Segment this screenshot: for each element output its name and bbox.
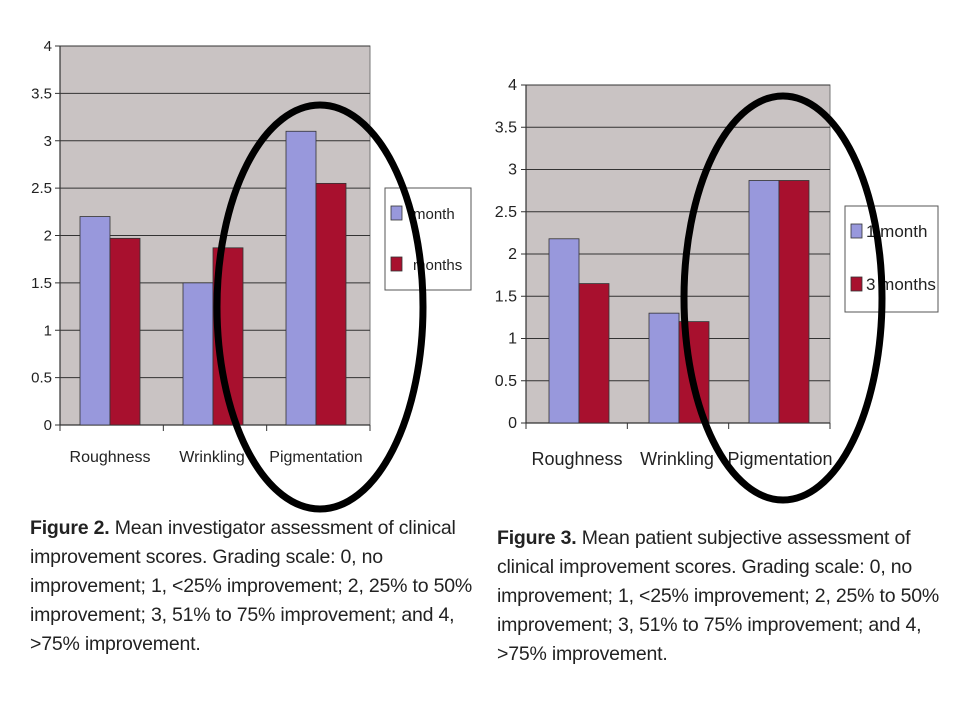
y-tick-label: 3 [508,162,517,179]
figure-3-plot: 0 0.5 1 1.5 2 2.5 3 3.5 4 Roughness Wrinkling Pigme… [495,77,939,504]
figure-3-caption: Figure 3. Mean patient subjective assess… [497,524,943,669]
figure-2-plot: 0 0.5 1 1.5 2 2.5 3 3.5 4 Roughness Wrinkling Pigme… [31,38,472,513]
x-category-label: Pigmentation [269,449,362,466]
legend-swatch [390,205,403,221]
x-category-label: Roughness [70,449,151,466]
y-tick-label: 1 [44,322,52,339]
y-tick-label: 1.5 [495,288,517,305]
legend-box [384,187,472,291]
bar-3-months-roughness [109,237,141,426]
y-tick-label: 3.5 [495,119,517,136]
y-tick-label: 1 [508,331,517,348]
y-tick-label: 0 [508,415,517,432]
figure-3-caption-lead: Figure 3. [497,527,577,549]
x-category-label: Pigmentation [727,449,832,469]
legend-swatch [850,276,863,292]
legend-label: 1 month [866,222,927,241]
bar-1-month-wrinkling [182,282,214,426]
legend-label: 3 months [866,275,936,294]
x-category-label: Wrinkling [640,449,714,469]
y-tick-label: 0 [44,417,52,434]
y-tick-label: 2.5 [31,180,52,197]
y-tick-label: 2 [508,246,517,263]
bar-3-months-pigmentation [778,180,810,424]
bar-3-months-pigmentation [315,182,347,426]
y-tick-label: 4 [44,38,52,55]
figure-2-caption-lead: Figure 2. [30,517,110,539]
y-tick-label: 0.5 [31,370,52,387]
bar-1-month-pigmentation [285,130,317,426]
y-tick-label: 0.5 [495,373,517,390]
x-category-label: Roughness [531,449,622,469]
legend-swatch [390,256,403,272]
y-tick-label: 3 [44,133,52,150]
legend-swatch [850,223,863,239]
bar-1-month-wrinkling [648,312,680,424]
highlight-ellipse [680,92,886,504]
bar-1-month-roughness [79,216,111,426]
y-tick-label: 2.5 [495,204,517,221]
y-tick-label: 4 [508,77,517,94]
bar-1-month-pigmentation [748,180,780,424]
figure-2-caption-text: Mean investigator assessment of clinical… [30,517,473,655]
y-tick-label: 2 [44,228,52,245]
bar-1-month-roughness [548,238,580,424]
x-category-label: Wrinkling [179,449,245,466]
legend-label: month [413,206,455,223]
y-tick-label: 3.5 [31,85,52,102]
bar-3-months-roughness [578,283,610,424]
figure-3-caption-text: Mean patient subjective assessment of cl… [497,527,940,665]
y-tick-label: 1.5 [31,275,52,292]
figure-2-caption: Figure 2. Mean investigator assessment o… [30,514,476,659]
highlight-ellipse [213,101,427,513]
legend-label: months [413,257,462,274]
